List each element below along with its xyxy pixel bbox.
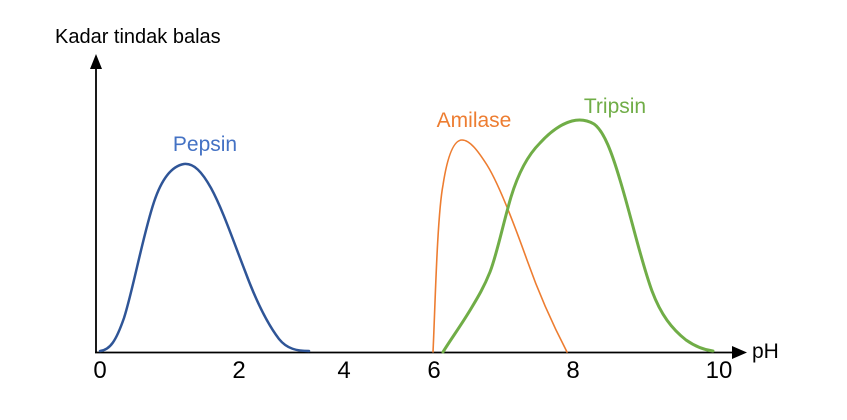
x-axis-arrow-icon	[732, 346, 747, 359]
amilase-curve	[432, 139, 568, 353]
x-tick-8: 8	[566, 357, 580, 384]
x-tick-2: 2	[232, 357, 246, 384]
y-axis-arrow-icon	[90, 54, 102, 69]
series-label-amilase: Amilase	[436, 109, 512, 132]
tripsin-curve	[441, 118, 715, 354]
series-label-tripsin: Tripsin	[583, 95, 647, 118]
x-tick-0: 0	[93, 357, 107, 384]
series-label-pepsin: Pepsin	[172, 133, 238, 156]
pepsin-curve	[98, 162, 311, 353]
x-tick-4: 4	[337, 357, 351, 384]
x-axis-title: pH	[752, 340, 779, 363]
x-tick-10: 10	[705, 357, 733, 384]
x-tick-6: 6	[427, 357, 441, 384]
y-axis-title: Kadar tindak balas	[55, 26, 221, 48]
